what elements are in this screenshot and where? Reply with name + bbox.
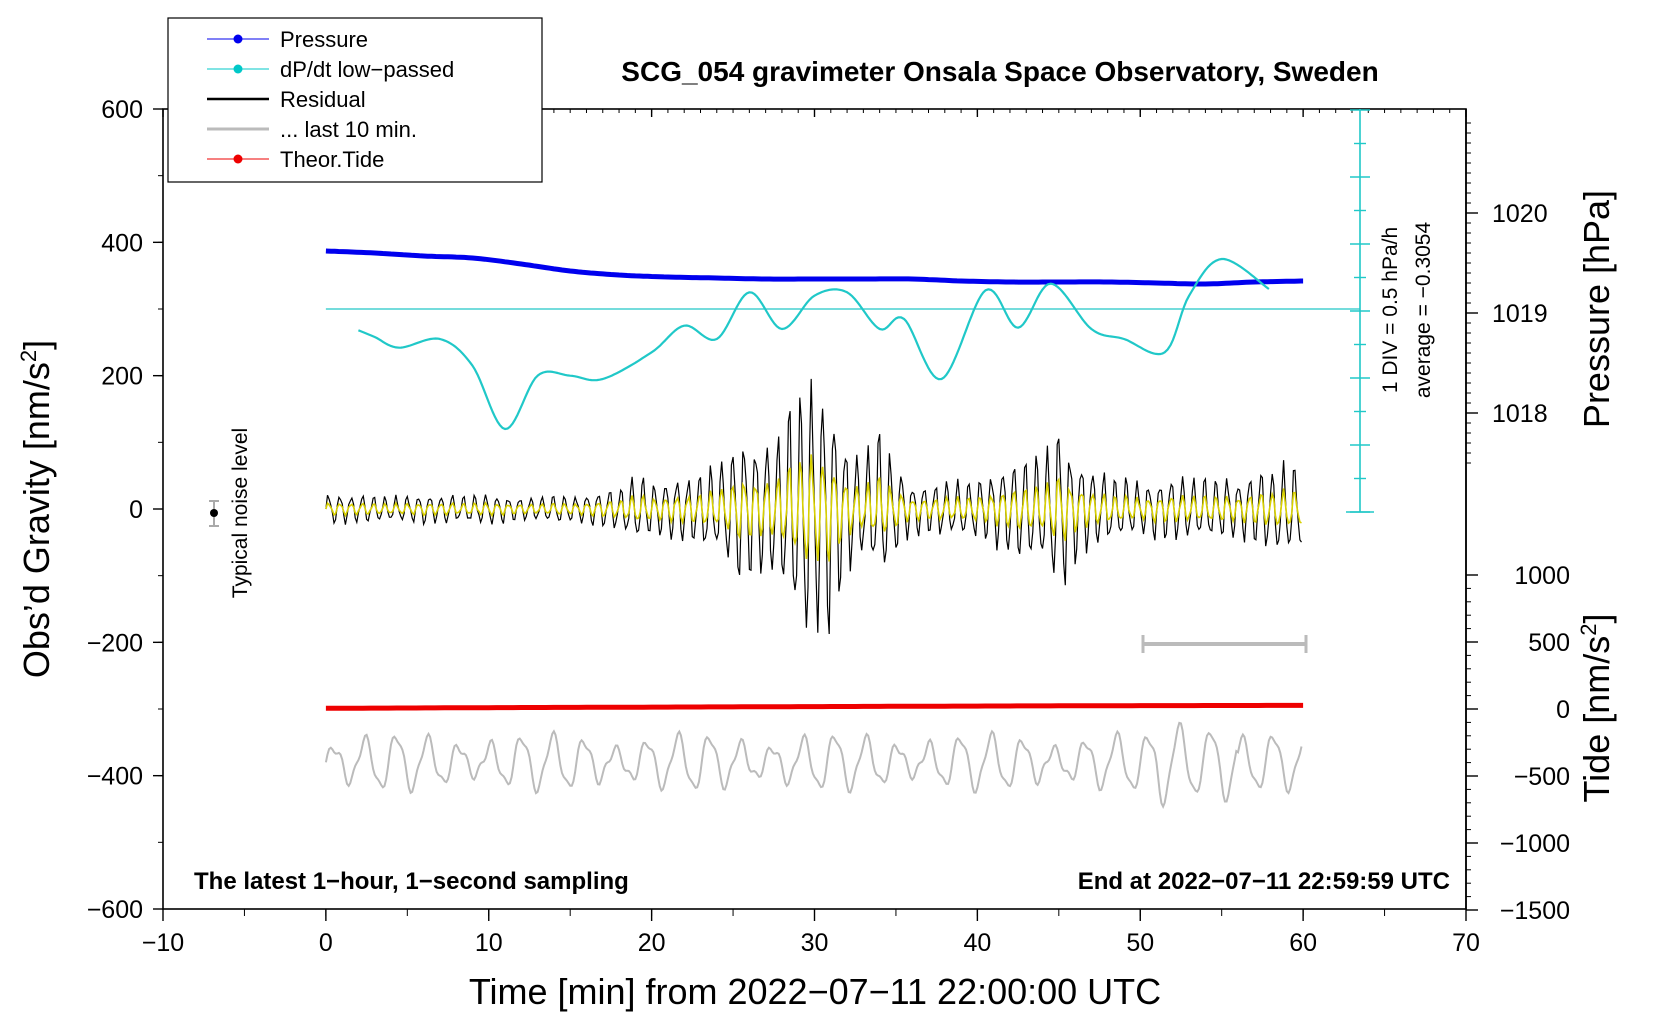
legend-label: Theor.Tide bbox=[280, 147, 384, 172]
tide-tick-label: −1500 bbox=[1500, 897, 1570, 925]
pressure-tick-label: 1018 bbox=[1492, 400, 1548, 428]
bottom-right-note: End at 2022−07−11 22:59:59 UTC bbox=[1078, 868, 1450, 895]
series-layer bbox=[324, 248, 1360, 810]
x-tick-label: 20 bbox=[638, 929, 666, 957]
noise-label: Typical noise level bbox=[229, 428, 252, 598]
last-10-min-series-line bbox=[324, 721, 1303, 810]
x-axis-title: Time [min] from 2022−07−11 22:00:00 UTC bbox=[469, 971, 1161, 1012]
x-tick-label: 0 bbox=[319, 929, 333, 957]
pressure-series-line bbox=[325, 248, 1304, 287]
noise-point bbox=[210, 509, 218, 517]
residual-lowpass-line bbox=[325, 454, 1302, 562]
dpdt-scale-average-label: average = −0.3054 bbox=[1412, 222, 1435, 399]
y-tick-label: 0 bbox=[129, 496, 143, 524]
legend-entries: Pressure dP/dt low−passed Residual ... last… bbox=[207, 27, 454, 172]
x-tick-label: 60 bbox=[1289, 929, 1317, 957]
x-tick-label: 30 bbox=[801, 929, 829, 957]
tide-tick-label: −1000 bbox=[1500, 830, 1570, 858]
dpdt-series-line bbox=[357, 257, 1270, 431]
y-tick-label: −400 bbox=[87, 763, 143, 791]
legend-swatch-marker bbox=[233, 154, 243, 164]
x-tick-label: 10 bbox=[475, 929, 503, 957]
y-tick-label: 400 bbox=[101, 229, 143, 257]
plot-frame bbox=[162, 108, 1467, 910]
x-tick-label: 50 bbox=[1126, 929, 1154, 957]
pressure-tick-label: 1020 bbox=[1492, 200, 1548, 228]
legend-label: dP/dt low−passed bbox=[280, 57, 454, 82]
dpdt-scale-bar: 1 DIV = 0.5 hPa/h average = −0.3054 bbox=[1346, 109, 1435, 513]
axis-ticks-layer: −10 0 10 20 30 40 50 60 70−600−400−2000200400600… bbox=[87, 96, 1570, 957]
y-tick-label: 600 bbox=[101, 96, 143, 124]
last-10-min-bracket bbox=[1141, 635, 1308, 653]
tide-tick-label: 0 bbox=[1556, 696, 1570, 724]
noise-indicator: Typical noise level bbox=[209, 428, 252, 598]
tide-series-line bbox=[325, 702, 1304, 711]
x-tick-label: 70 bbox=[1452, 929, 1480, 957]
legend-label: Residual bbox=[280, 87, 366, 112]
tide-tick-label: 500 bbox=[1528, 629, 1570, 657]
tide-tick-label: 1000 bbox=[1514, 562, 1570, 590]
legend-swatch-marker bbox=[233, 64, 243, 74]
y-axis-title-tide: Tide [nm/s2] bbox=[1576, 614, 1617, 803]
bottom-left-note: The latest 1−hour, 1−second sampling bbox=[194, 868, 629, 895]
y-tick-label: −200 bbox=[87, 629, 143, 657]
legend-label: Pressure bbox=[280, 27, 368, 52]
x-tick-label: 40 bbox=[963, 929, 991, 957]
y-axis-title-pressure: Pressure [hPa] bbox=[1576, 190, 1617, 428]
x-tick-label: −10 bbox=[142, 929, 184, 957]
y-tick-label: 200 bbox=[101, 363, 143, 391]
y-tick-label: −600 bbox=[87, 896, 143, 924]
tide-tick-label: −500 bbox=[1514, 763, 1570, 791]
legend: Pressure dP/dt low−passed Residual ... last… bbox=[167, 17, 543, 183]
dpdt-scale-div-label: 1 DIV = 0.5 hPa/h bbox=[1379, 227, 1402, 393]
y-axis-title-left: Obs’d Gravity [nm/s2] bbox=[16, 340, 57, 678]
legend-swatch-marker bbox=[233, 34, 243, 44]
legend-label: ... last 10 min. bbox=[280, 117, 417, 142]
pressure-tick-label: 1019 bbox=[1492, 300, 1548, 328]
chart-title: SCG_054 gravimeter Onsala Space Observat… bbox=[621, 56, 1378, 87]
